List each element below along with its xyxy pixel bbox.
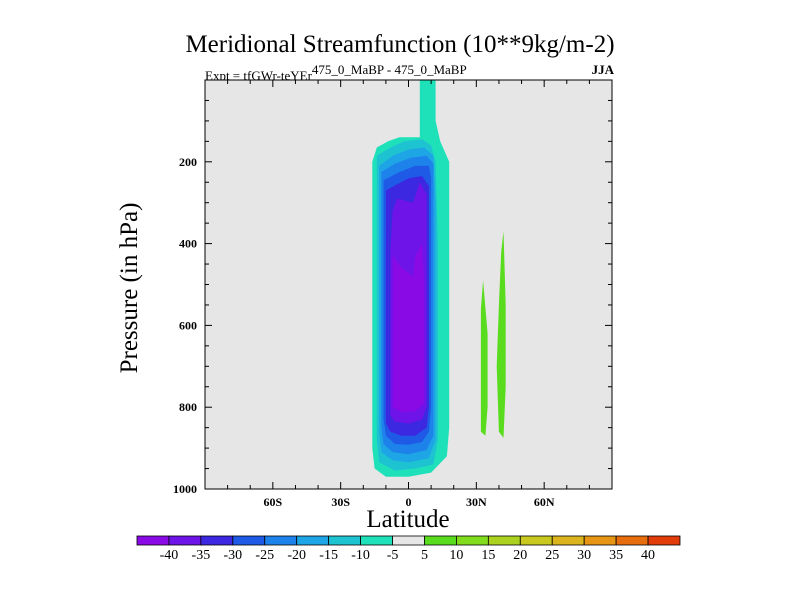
colorbar-swatch: [136, 535, 170, 546]
colorbar-swatch: [647, 535, 681, 546]
colorbar-label: -25: [255, 548, 274, 563]
chart-title: Meridional Streamfunction (10**9kg/m-2): [185, 31, 615, 58]
x-tick-label: 30N: [466, 495, 487, 509]
y-tick-label: 600: [179, 318, 197, 332]
colorbar-label: -40: [160, 548, 179, 563]
colorbar-swatch: [551, 535, 585, 546]
axes: 60S 30S 0 30N 60N 200 400 600 800 1000: [173, 79, 613, 509]
colorbar-swatch: [360, 535, 393, 546]
season-label: JJA: [591, 62, 614, 77]
y-tick-label: 400: [179, 237, 197, 251]
colorbar-label: 35: [609, 548, 623, 563]
colorbar-swatch: [583, 535, 617, 546]
colorbar: -40 -35 -30 -25 -20 -15 -10 -5 5 10 15 20 25 30 35 40: [136, 535, 681, 563]
colorbar-label: 15: [481, 548, 495, 563]
y-tick-label: 800: [179, 400, 197, 414]
colorbar-label: -20: [287, 548, 306, 563]
y-tick-label: 200: [179, 155, 197, 169]
colorbar-label: 40: [641, 548, 655, 563]
colorbar-swatch: [615, 535, 649, 546]
colorbar-swatch: [296, 535, 330, 546]
colorbar-swatch: [264, 535, 298, 546]
y-tick-label: 1000: [173, 482, 197, 496]
contour-region-neg40-7: [392, 243, 425, 413]
colorbar-swatch: [200, 535, 234, 546]
contour-region-10-9: [496, 231, 506, 438]
experiment-subtitle: Expt = tfGWr-teYEr475_0_MaBP - 475_0_MaB…: [205, 62, 467, 84]
colorbar-label: -30: [223, 548, 242, 563]
experiment-name: Expt = tfGWr-teYEr: [205, 68, 312, 83]
difference-label: 475_0_MaBP - 475_0_MaBP: [311, 62, 467, 77]
colorbar-label: -15: [319, 548, 338, 563]
colorbar-swatch: [456, 535, 489, 546]
colorbar-swatch: [519, 535, 553, 546]
x-tick-label: 60N: [534, 495, 555, 509]
colorbar-swatch: [487, 535, 521, 546]
colorbar-label: -5: [387, 548, 399, 563]
colorbar-swatch: [424, 535, 457, 546]
x-tick-label: 60S: [263, 495, 282, 509]
colorbar-label: 10: [449, 548, 463, 563]
colorbar-swatch: [392, 535, 425, 546]
colorbar-swatch: [232, 535, 266, 546]
contour-region-10-8: [480, 280, 488, 436]
x-tick-label: 30S: [331, 495, 350, 509]
colorbar-label: 25: [545, 548, 559, 563]
colorbar-swatch: [168, 535, 202, 546]
colorbar-label: 20: [513, 548, 527, 563]
colorbar-label: -35: [192, 548, 211, 563]
x-axis-title: Latitude: [366, 506, 450, 533]
colorbar-label: 5: [421, 548, 428, 563]
plot-area: [205, 80, 612, 489]
colorbar-swatch: [328, 535, 361, 546]
x-tick-label: 0: [406, 495, 412, 509]
colorbar-label: -10: [351, 548, 370, 563]
colorbar-label: 30: [577, 548, 591, 563]
